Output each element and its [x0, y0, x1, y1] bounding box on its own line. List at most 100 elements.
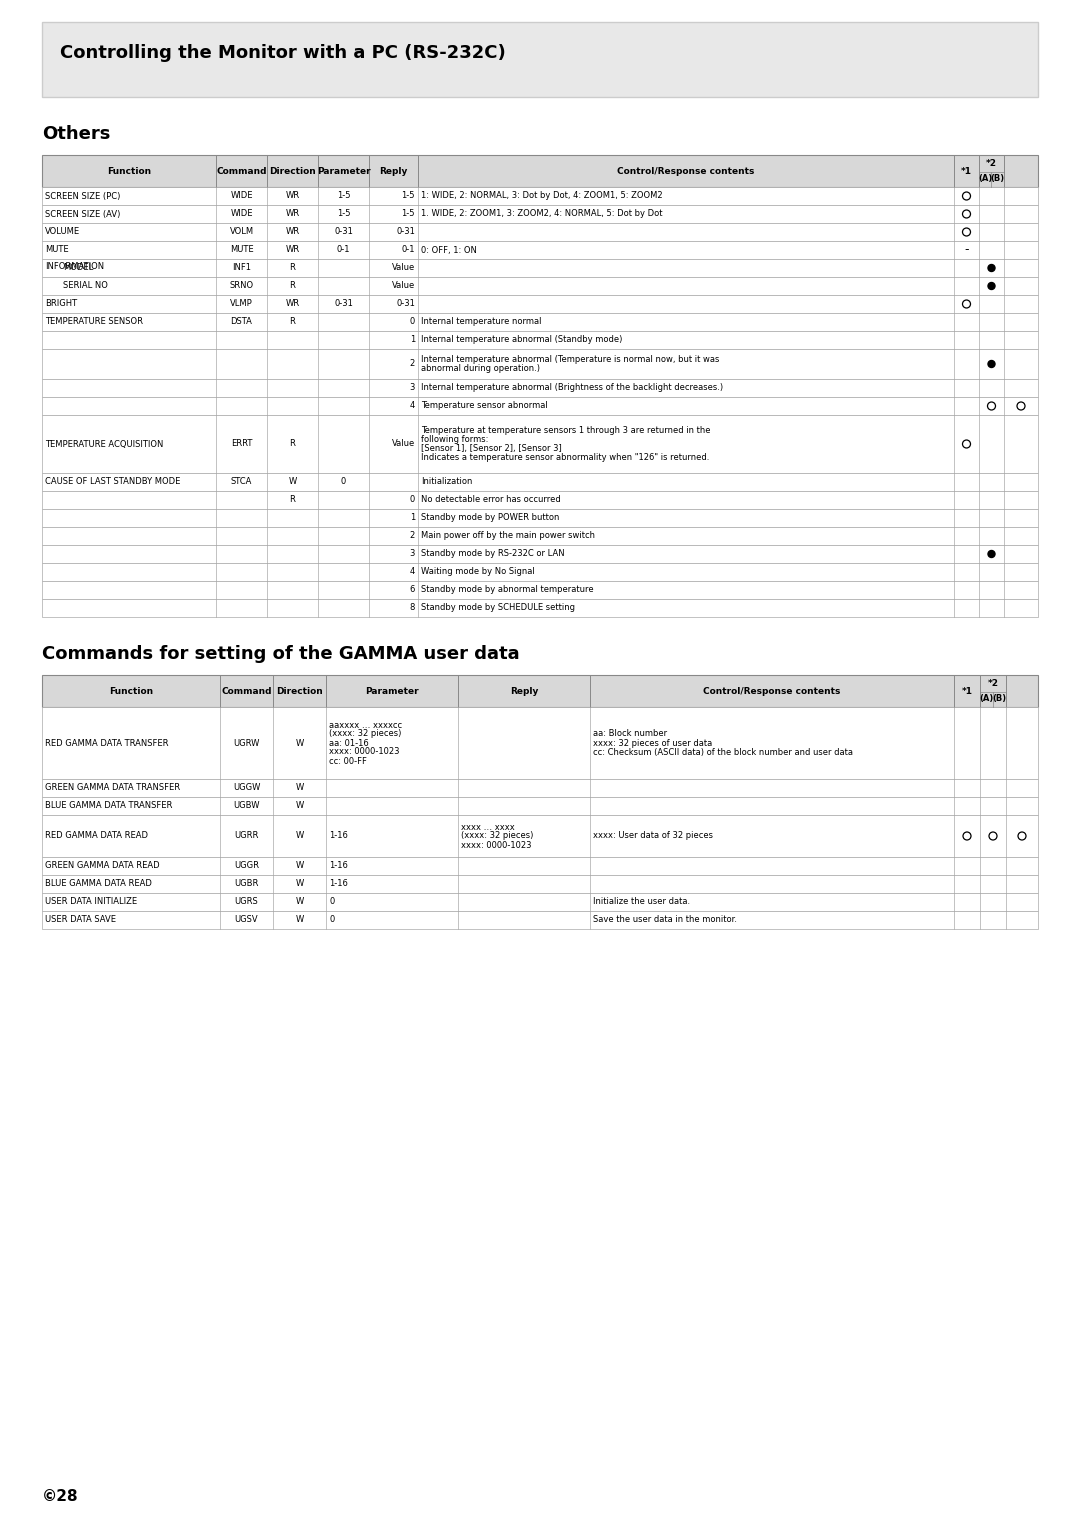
Text: R: R: [289, 281, 296, 290]
Text: MUTE: MUTE: [230, 246, 254, 255]
Bar: [42, 599, 1038, 617]
Bar: [42, 893, 1038, 912]
Text: Direction: Direction: [276, 687, 323, 695]
Text: SRNO: SRNO: [229, 281, 254, 290]
Text: BRIGHT: BRIGHT: [45, 299, 77, 308]
Text: Standby mode by POWER button: Standby mode by POWER button: [421, 513, 559, 522]
Text: SCREEN SIZE (AV): SCREEN SIZE (AV): [45, 209, 120, 218]
Text: xxxx … xxxx: xxxx … xxxx: [461, 823, 515, 832]
Text: INFORMATION: INFORMATION: [45, 263, 104, 270]
Text: (B): (B): [990, 174, 1004, 183]
Text: Control/Response contents: Control/Response contents: [703, 687, 840, 695]
Text: xxxx: 32 pieces of user data: xxxx: 32 pieces of user data: [593, 739, 712, 748]
Text: -: -: [964, 243, 969, 257]
Text: 1-5: 1-5: [402, 209, 415, 218]
Text: Main power off by the main power switch: Main power off by the main power switch: [421, 531, 595, 541]
Text: aa: 01-16: aa: 01-16: [329, 739, 368, 748]
Text: DSTA: DSTA: [230, 318, 253, 327]
Text: VLMP: VLMP: [230, 299, 253, 308]
Text: Indicates a temperature sensor abnormality when "126" is returned.: Indicates a temperature sensor abnormali…: [421, 454, 710, 463]
Text: 0-1: 0-1: [402, 246, 415, 255]
Bar: [42, 205, 1038, 223]
Text: No detectable error has occurred: No detectable error has occurred: [421, 495, 561, 504]
Text: Reply: Reply: [510, 687, 538, 695]
Text: abnormal during operation.): abnormal during operation.): [421, 363, 540, 373]
Text: USER DATA INITIALIZE: USER DATA INITIALIZE: [45, 898, 137, 907]
Bar: [42, 779, 1038, 797]
Circle shape: [988, 282, 995, 290]
Text: 1-16: 1-16: [329, 832, 348, 840]
Bar: [42, 350, 1038, 379]
Text: Parameter: Parameter: [365, 687, 419, 695]
Text: WR: WR: [285, 299, 299, 308]
Text: xxxx: User data of 32 pieces: xxxx: User data of 32 pieces: [593, 832, 713, 840]
Text: UGGW: UGGW: [233, 783, 260, 793]
Text: Standby mode by abnormal temperature: Standby mode by abnormal temperature: [421, 585, 594, 594]
Text: BLUE GAMMA DATA READ: BLUE GAMMA DATA READ: [45, 880, 152, 889]
Bar: [42, 223, 1038, 241]
Text: INF1: INF1: [232, 264, 251, 272]
Text: R: R: [289, 264, 296, 272]
Circle shape: [988, 551, 995, 557]
Text: 8: 8: [409, 603, 415, 612]
Bar: [42, 473, 1038, 492]
Bar: [42, 545, 1038, 563]
Text: WR: WR: [285, 191, 299, 200]
Bar: [42, 857, 1038, 875]
Text: RED GAMMA DATA READ: RED GAMMA DATA READ: [45, 832, 148, 840]
Text: 0: 0: [409, 318, 415, 327]
Text: W: W: [295, 861, 303, 870]
Text: 0: 0: [409, 495, 415, 504]
Text: [Sensor 1], [Sensor 2], [Sensor 3]: [Sensor 1], [Sensor 2], [Sensor 3]: [421, 444, 562, 454]
Text: Waiting mode by No Signal: Waiting mode by No Signal: [421, 568, 535, 577]
Text: Temperature sensor abnormal: Temperature sensor abnormal: [421, 402, 548, 411]
Text: RED GAMMA DATA TRANSFER: RED GAMMA DATA TRANSFER: [45, 739, 168, 748]
Circle shape: [988, 264, 995, 272]
Bar: [42, 186, 1038, 205]
Text: 0: 0: [329, 916, 334, 924]
Text: UGRW: UGRW: [233, 739, 259, 748]
Text: TEMPERATURE SENSOR: TEMPERATURE SENSOR: [45, 318, 143, 327]
Text: USER DATA SAVE: USER DATA SAVE: [45, 916, 116, 924]
Text: W: W: [295, 783, 303, 793]
Text: Initialize the user data.: Initialize the user data.: [593, 898, 690, 907]
Circle shape: [988, 360, 995, 368]
Text: 3: 3: [409, 550, 415, 559]
Bar: [42, 875, 1038, 893]
Bar: [42, 295, 1038, 313]
Bar: [42, 815, 1038, 857]
Text: STCA: STCA: [231, 478, 253, 487]
Text: 2: 2: [409, 359, 415, 368]
Text: Direction: Direction: [269, 166, 315, 176]
Text: W: W: [295, 898, 303, 907]
Text: 1-5: 1-5: [402, 191, 415, 200]
Text: cc: Checksum (ASCII data) of the block number and user data: cc: Checksum (ASCII data) of the block n…: [593, 748, 853, 756]
Text: Internal temperature abnormal (Brightness of the backlight decreases.): Internal temperature abnormal (Brightnes…: [421, 383, 724, 392]
Text: *1: *1: [961, 687, 972, 695]
Text: BLUE GAMMA DATA TRANSFER: BLUE GAMMA DATA TRANSFER: [45, 802, 173, 811]
Text: UGSV: UGSV: [234, 916, 258, 924]
Text: following forms:: following forms:: [421, 435, 488, 444]
Text: Internal temperature abnormal (Standby mode): Internal temperature abnormal (Standby m…: [421, 336, 622, 345]
Text: Internal temperature normal: Internal temperature normal: [421, 318, 541, 327]
Text: 0: 0: [329, 898, 334, 907]
Text: 0: OFF, 1: ON: 0: OFF, 1: ON: [421, 246, 477, 255]
Text: aa: Block number: aa: Block number: [593, 730, 667, 739]
Text: SCREEN SIZE (PC): SCREEN SIZE (PC): [45, 191, 120, 200]
Text: WR: WR: [285, 209, 299, 218]
Bar: [42, 260, 1038, 276]
Text: xxxx: 0000-1023: xxxx: 0000-1023: [461, 840, 531, 849]
Bar: [42, 415, 1038, 473]
Text: 1: WIDE, 2: NORMAL, 3: Dot by Dot, 4: ZOOM1, 5: ZOOM2: 1: WIDE, 2: NORMAL, 3: Dot by Dot, 4: ZO…: [421, 191, 663, 200]
Text: 1-16: 1-16: [329, 880, 348, 889]
Text: VOLUME: VOLUME: [45, 228, 80, 237]
Bar: [42, 21, 1038, 98]
Text: Control/Response contents: Control/Response contents: [618, 166, 755, 176]
Text: Function: Function: [107, 166, 151, 176]
Text: 1: 1: [409, 336, 415, 345]
Bar: [42, 276, 1038, 295]
Text: WIDE: WIDE: [230, 209, 253, 218]
Text: Value: Value: [392, 440, 415, 449]
Text: Standby mode by RS-232C or LAN: Standby mode by RS-232C or LAN: [421, 550, 565, 559]
Bar: [42, 241, 1038, 260]
